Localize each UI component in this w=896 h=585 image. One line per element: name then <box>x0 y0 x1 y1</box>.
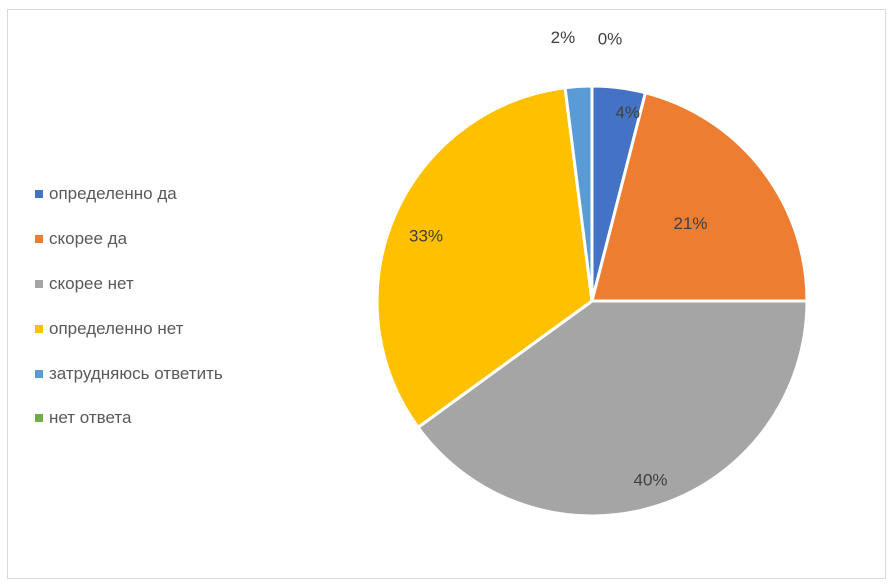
legend-swatch <box>35 324 43 333</box>
legend-item: определенно да <box>35 172 295 217</box>
legend-label: затрудняюсь ответить <box>49 363 223 383</box>
legend-swatch <box>35 190 43 199</box>
legend-swatch <box>35 369 43 378</box>
legend-label: скорее нет <box>49 273 134 293</box>
pie-data-label: 40% <box>633 470 667 489</box>
pie-data-labels: 4% 21% 40% 33% 2% 0% <box>409 28 708 489</box>
pie-slice <box>590 90 809 303</box>
legend-label: определенно нет <box>49 318 184 338</box>
pie-slices <box>375 84 809 518</box>
pie-data-label: 0% <box>598 30 623 49</box>
legend: определенно да скорее да скорее нет опре… <box>35 172 295 441</box>
legend-item: скорее да <box>35 217 295 262</box>
legend-label: определенно да <box>49 184 177 204</box>
legend-item: скорее нет <box>35 262 295 307</box>
legend-swatch <box>35 414 43 423</box>
legend-swatch <box>35 235 43 244</box>
legend-item: нет ответа <box>35 396 295 441</box>
legend-label: нет ответа <box>49 408 132 428</box>
pie-data-label: 4% <box>615 103 640 122</box>
pie-data-label: 21% <box>673 214 707 233</box>
legend-item: определенно нет <box>35 306 295 351</box>
pie-data-label: 2% <box>551 28 576 47</box>
pie-slice <box>415 299 809 518</box>
legend-label: скорее да <box>49 229 128 249</box>
pie-slice <box>563 84 594 302</box>
legend-swatch <box>35 279 43 288</box>
pie-data-label: 33% <box>409 226 443 245</box>
pie-slice <box>375 86 594 430</box>
legend-item: затрудняюсь ответить <box>35 351 295 396</box>
